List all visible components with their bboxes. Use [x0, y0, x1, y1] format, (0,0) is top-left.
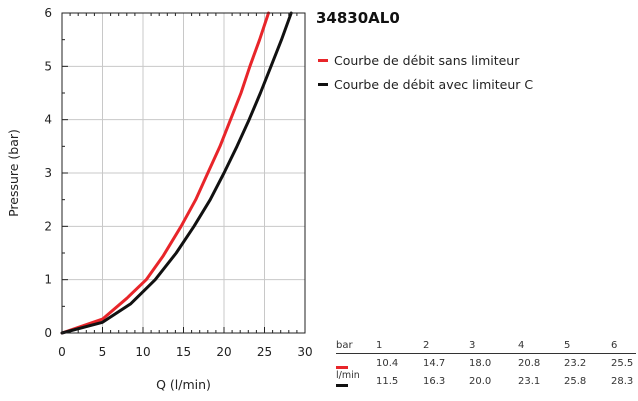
x-tick-label: 10: [135, 345, 150, 359]
legend-swatch-black: [318, 82, 328, 86]
x-tick-label: 5: [99, 345, 107, 359]
table-header-cell: 6: [611, 340, 618, 351]
table-header-cell: 4: [518, 340, 525, 351]
y-axis-label: Pressure (bar): [6, 129, 21, 217]
table-rule: [336, 353, 636, 354]
y-tick-label: 1: [44, 273, 52, 287]
chart-title: 34830AL0: [316, 9, 400, 27]
legend-label: Courbe de débit sans limiteur: [334, 52, 520, 68]
y-tick-label: 6: [44, 6, 52, 20]
table-cell: 10.4: [376, 358, 399, 369]
table-header-label: bar: [336, 340, 353, 351]
table-header-cell: 2: [423, 340, 430, 351]
table-cell: 20.0: [469, 376, 492, 387]
table-cell: 20.8: [518, 358, 541, 369]
table-header-cell: 5: [564, 340, 571, 351]
legend-item-avec-limiteur: Courbe de débit avec limiteur C: [318, 72, 533, 96]
table-cell: 16.3: [423, 376, 446, 387]
legend-swatch-red: [318, 58, 328, 62]
x-tick-label: 25: [257, 345, 272, 359]
chart-series: [60, 11, 293, 335]
table-cell: 25.5: [611, 358, 634, 369]
y-tick-label: 0: [44, 326, 52, 340]
y-tick-label: 3: [44, 166, 52, 180]
y-tick-label: 4: [44, 113, 52, 127]
x-tick-label: 30: [297, 345, 312, 359]
table-cell: 11.5: [376, 376, 399, 387]
x-tick-label: 20: [216, 345, 231, 359]
chart-ticks: 0 5 10 15 20 25 30 0 1 2 3 4 5 6: [44, 6, 312, 359]
table-cell: 23.1: [518, 376, 541, 387]
legend-label: Courbe de débit avec limiteur C: [334, 76, 534, 92]
table-cell: 28.3: [611, 376, 634, 387]
x-tick-label: 15: [176, 345, 191, 359]
y-tick-label: 5: [44, 59, 52, 73]
table-unit-label: l/min: [336, 370, 360, 381]
series-line-avec-limiteur: [60, 11, 293, 335]
table-header-cell: 3: [469, 340, 476, 351]
table-cell: 25.8: [564, 376, 587, 387]
legend-item-sans-limiteur: Courbe de débit sans limiteur: [318, 48, 533, 72]
table-cell: 14.7: [423, 358, 446, 369]
plot-frame: [61, 12, 306, 334]
y-tick-label: 2: [44, 219, 52, 233]
chart-grid: [62, 13, 305, 333]
x-axis-label: Q (l/min): [156, 377, 211, 392]
table-cell: 23.2: [564, 358, 587, 369]
series-line-sans-limiteur: [60, 11, 270, 335]
x-tick-label: 0: [58, 345, 66, 359]
table-header-cell: 1: [376, 340, 383, 351]
table-swatch-black: [336, 384, 348, 387]
table-cell: 18.0: [469, 358, 492, 369]
table-swatch-red: [336, 366, 348, 369]
chart-legend: Courbe de débit sans limiteur Courbe de …: [318, 48, 533, 96]
